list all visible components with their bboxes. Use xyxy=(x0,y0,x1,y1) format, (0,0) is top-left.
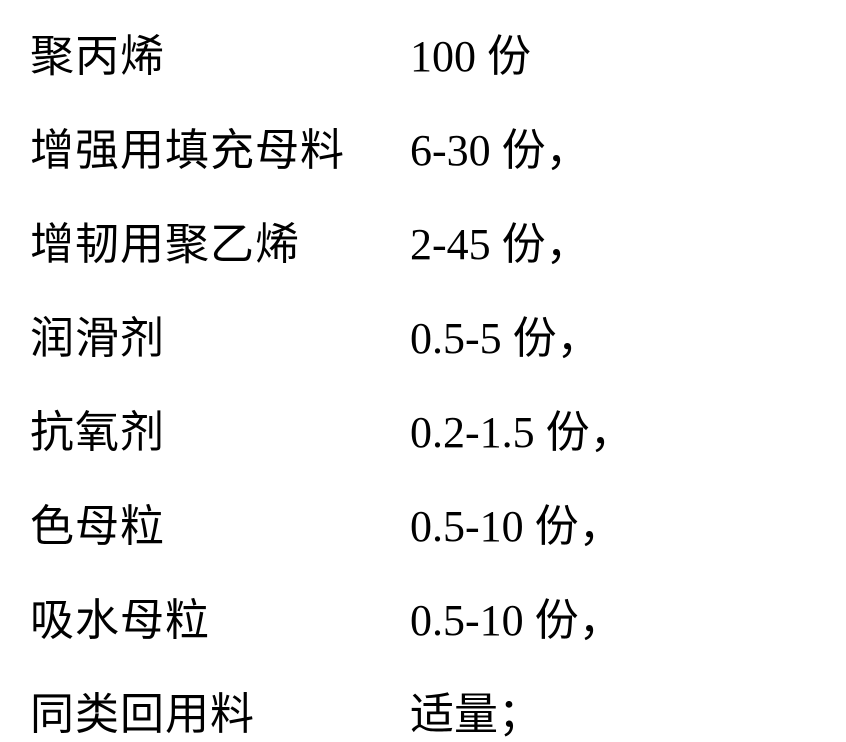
table-row: 吸水母粒 0.5-10 份， xyxy=(30,584,816,648)
table-row: 润滑剂 0.5-5 份， xyxy=(30,302,816,366)
ingredient-value: 6-30 份， xyxy=(410,114,590,178)
ingredient-value: 0.5-5 份， xyxy=(410,302,601,366)
table-row: 同类回用料 适量； xyxy=(30,678,816,742)
table-row: 增强用填充母料 6-30 份， xyxy=(30,114,816,178)
ingredient-value: 2-45 份， xyxy=(410,208,590,272)
ingredients-table: 聚丙烯 100 份 增强用填充母料 6-30 份， 增韧用聚乙烯 2-45 份，… xyxy=(30,20,816,742)
ingredient-label: 润滑剂 xyxy=(30,302,410,366)
table-row: 增韧用聚乙烯 2-45 份， xyxy=(30,208,816,272)
ingredient-value: 100 份 xyxy=(410,20,531,84)
table-row: 抗氧剂 0.2-1.5 份， xyxy=(30,396,816,460)
ingredient-label: 同类回用料 xyxy=(30,678,410,742)
ingredient-label: 聚丙烯 xyxy=(30,20,410,84)
ingredient-label: 增强用填充母料 xyxy=(30,114,410,178)
ingredient-value: 0.5-10 份， xyxy=(410,584,623,648)
ingredient-label: 色母粒 xyxy=(30,490,410,554)
ingredient-value: 0.5-10 份， xyxy=(410,490,623,554)
ingredient-value: 0.2-1.5 份， xyxy=(410,396,634,460)
ingredient-label: 增韧用聚乙烯 xyxy=(30,208,410,272)
ingredient-label: 吸水母粒 xyxy=(30,584,410,648)
table-row: 聚丙烯 100 份 xyxy=(30,20,816,84)
ingredient-value: 适量； xyxy=(410,678,542,742)
table-row: 色母粒 0.5-10 份， xyxy=(30,490,816,554)
ingredient-label: 抗氧剂 xyxy=(30,396,410,460)
